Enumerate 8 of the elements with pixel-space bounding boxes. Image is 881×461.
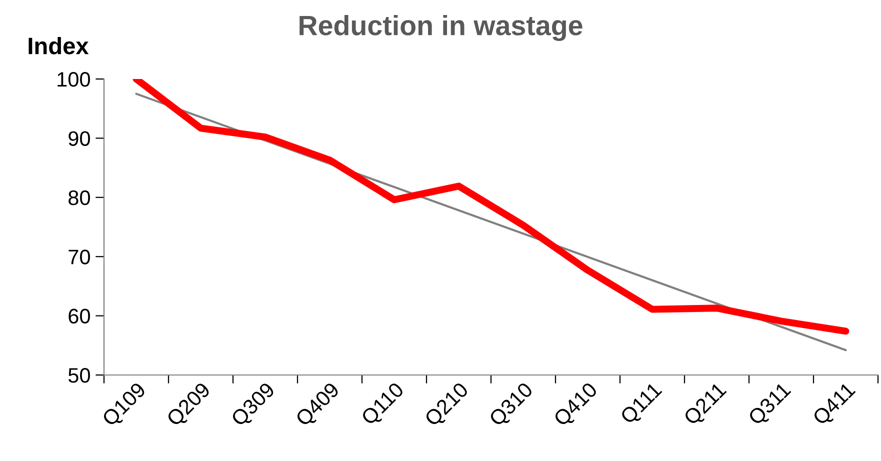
y-axis-title: Index <box>28 36 89 54</box>
y-tick-label: 50 <box>68 368 90 383</box>
y-tick-label: 60 <box>68 308 90 324</box>
y-tick-label: 90 <box>68 131 90 146</box>
y-tick-label: 100 <box>58 72 90 87</box>
y-tick-label: 80 <box>68 190 90 206</box>
chart-title: Reduction in wastage <box>300 14 582 42</box>
y-tick-label: 70 <box>68 250 90 264</box>
